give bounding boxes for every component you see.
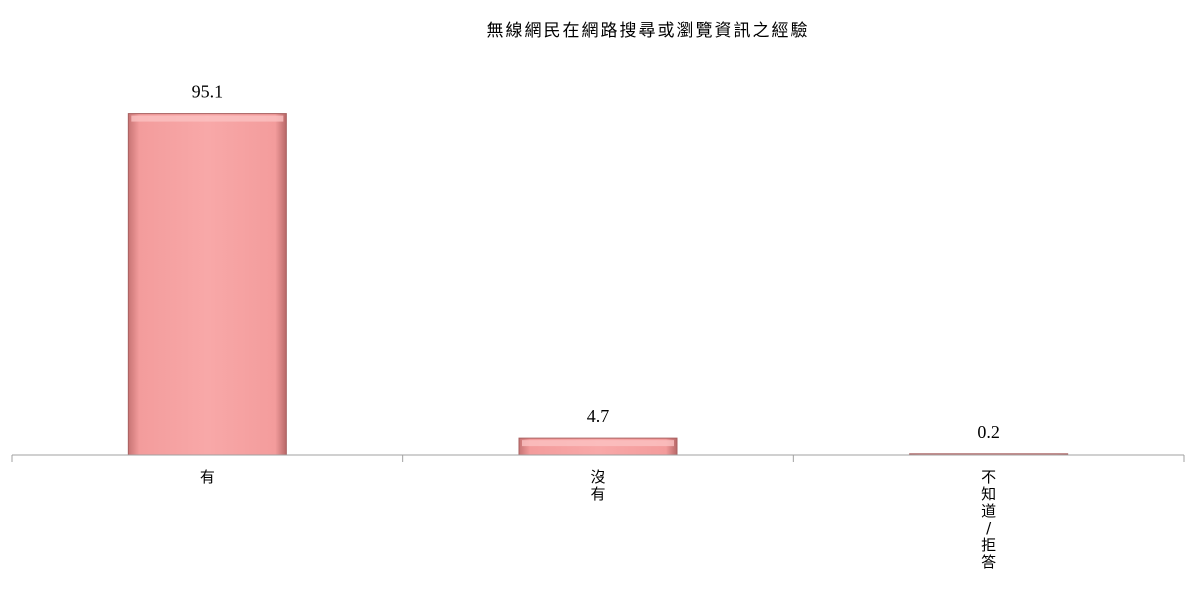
data-label: 0.2	[977, 422, 1000, 442]
x-tick-label: 沒有	[590, 468, 605, 503]
data-label: 95.1	[192, 82, 224, 102]
labels-layer: 95.1 有 4.7 沒有 0.2 不知道/拒答	[192, 82, 1000, 571]
bars-layer	[127, 113, 1069, 456]
bar	[127, 113, 287, 456]
x-axis	[11, 454, 1185, 462]
bar-highlight	[131, 115, 284, 122]
x-tick-label: 有	[200, 468, 215, 486]
chart-title: 無線網民在網路搜尋或瀏覽資訊之經驗	[487, 21, 810, 41]
x-tick-label: 不知道/拒答	[981, 468, 996, 571]
bar-highlight	[522, 440, 674, 447]
data-label: 4.7	[587, 406, 610, 426]
